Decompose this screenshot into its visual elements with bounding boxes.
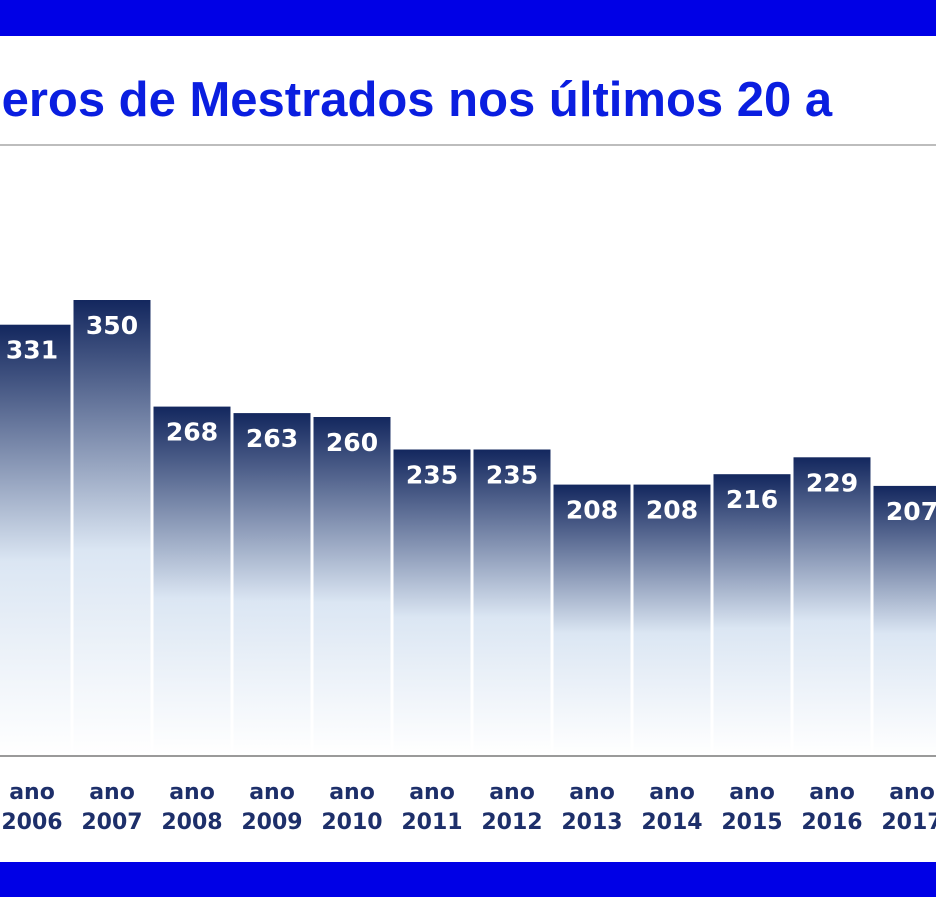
data-label-2009: 263 [246, 424, 298, 453]
data-label-2010: 260 [326, 428, 378, 457]
tick-label-prefix-2015: ano [729, 780, 775, 805]
tick-label-year-2017: 2017 [881, 810, 936, 835]
tick-label-year-2014: 2014 [641, 810, 702, 835]
bar-2012 [473, 449, 551, 755]
bar-2010 [313, 417, 391, 755]
tick-label-year-2013: 2013 [561, 810, 622, 835]
data-label-2011: 235 [406, 461, 458, 490]
data-label-2006: 331 [6, 336, 58, 365]
bar-2008 [153, 406, 231, 755]
data-label-2013: 208 [566, 496, 618, 525]
labels-layer: 331 ano 2006 350 ano 2007 268 ano 2008 263 ano 2009… [1, 311, 936, 835]
bottom-band [0, 862, 936, 897]
tick-label-year-2006: 2006 [1, 810, 62, 835]
chart-title: meros de Mestrados nos últimos 20 a [0, 73, 833, 127]
bar-2013 [553, 484, 631, 755]
data-label-2007: 350 [86, 311, 138, 340]
data-label-2016: 229 [806, 468, 858, 497]
data-label-2008: 268 [166, 418, 218, 447]
bar-2011 [393, 449, 471, 755]
tick-label-prefix-2008: ano [169, 780, 215, 805]
data-label-2017: 207 [886, 497, 936, 526]
tick-label-prefix-2013: ano [569, 780, 615, 805]
data-label-2014: 208 [646, 496, 698, 525]
bars-layer [0, 300, 936, 755]
tick-label-year-2007: 2007 [81, 810, 142, 835]
bar-2009 [233, 413, 311, 755]
tick-label-year-2016: 2016 [801, 810, 862, 835]
tick-label-year-2009: 2009 [241, 810, 302, 835]
bar-2006 [0, 324, 71, 755]
top-band [0, 0, 936, 36]
tick-label-prefix-2006: ano [9, 780, 55, 805]
bar-2007 [73, 300, 151, 755]
bar-2017 [873, 485, 936, 755]
tick-label-prefix-2012: ano [489, 780, 535, 805]
tick-label-prefix-2009: ano [249, 780, 295, 805]
tick-label-year-2015: 2015 [721, 810, 782, 835]
tick-label-prefix-2011: ano [409, 780, 455, 805]
tick-label-prefix-2017: ano [889, 780, 935, 805]
tick-label-prefix-2014: ano [649, 780, 695, 805]
tick-label-prefix-2010: ano [329, 780, 375, 805]
tick-label-prefix-2016: ano [809, 780, 855, 805]
title-divider [0, 144, 936, 146]
bar-2015 [713, 474, 791, 755]
tick-label-year-2010: 2010 [321, 810, 382, 835]
data-label-2015: 216 [726, 485, 778, 514]
data-label-2012: 235 [486, 461, 538, 490]
tick-label-year-2008: 2008 [161, 810, 222, 835]
bar-2016 [793, 457, 871, 755]
tick-label-year-2011: 2011 [401, 810, 462, 835]
tick-label-prefix-2007: ano [89, 780, 135, 805]
bar-2014 [633, 484, 711, 755]
tick-label-year-2012: 2012 [481, 810, 542, 835]
